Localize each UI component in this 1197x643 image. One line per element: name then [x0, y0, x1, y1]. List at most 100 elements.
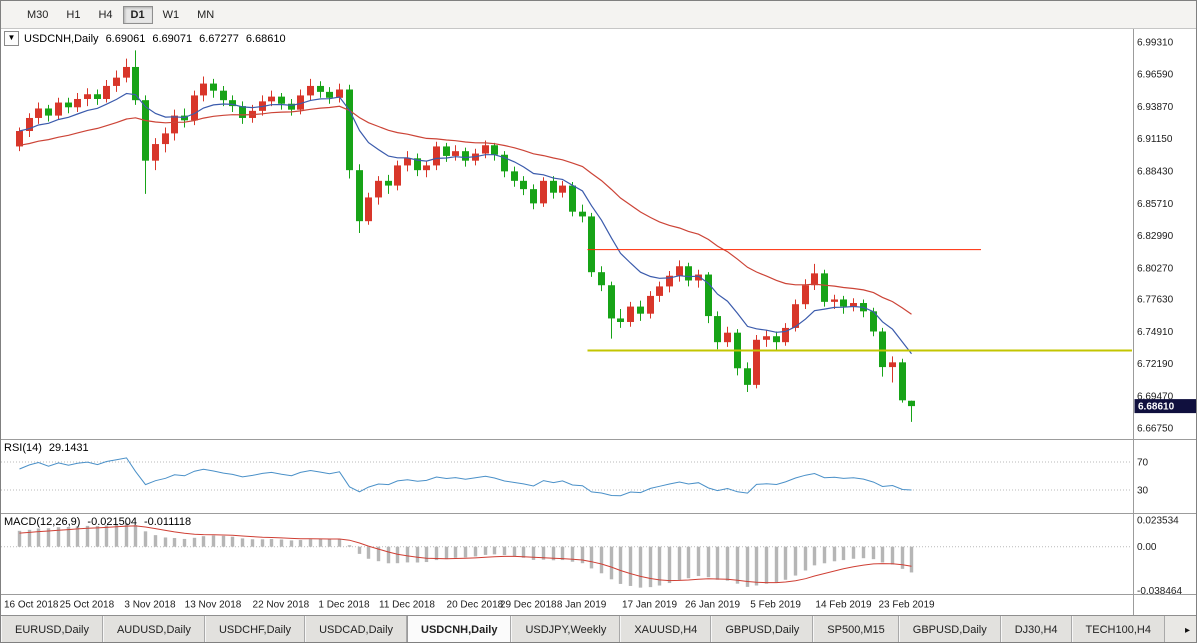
candle-body [433, 146, 440, 166]
macd-histogram-bar [774, 546, 779, 583]
macd-histogram-bar [211, 535, 216, 547]
candle-body [637, 306, 644, 314]
candle-body [908, 400, 915, 407]
date-label: 20 Dec 2018 [447, 600, 504, 611]
candle-body [278, 96, 285, 104]
date-label: 23 Feb 2019 [878, 600, 935, 611]
candle-body [879, 331, 886, 368]
macd-histogram-bar [27, 529, 32, 547]
tab-usdchf-daily[interactable]: USDCHF,Daily [204, 616, 306, 642]
macd-histogram-bar [764, 546, 769, 584]
macd-histogram-bar [182, 538, 187, 547]
candle-body [705, 274, 712, 317]
candle-body [695, 274, 702, 281]
macd-histogram-bar [657, 546, 662, 586]
macd-histogram-bar [172, 538, 177, 547]
tab-sp500-m15[interactable]: SP500,M15 [813, 616, 899, 642]
macd-histogram-bar [415, 546, 420, 563]
tab-eurusd-daily[interactable]: EURUSD,Daily [1, 616, 103, 642]
macd-histogram-bar [36, 528, 41, 547]
candle-body [656, 286, 663, 296]
candle-body [550, 180, 557, 193]
tab-usdjpy-weekly[interactable]: USDJPY,Weekly [511, 616, 621, 642]
macd-histogram-bar [492, 546, 497, 555]
price-scale-label: 6.66750 [1137, 424, 1174, 435]
macd-histogram-bar [560, 546, 565, 561]
tab-gbpusd-daily[interactable]: GBPUSD,Daily [711, 616, 814, 642]
tab-usdcnh-daily[interactable]: USDCNH,Daily [407, 616, 512, 642]
macd-histogram-bar [463, 546, 468, 558]
tab-usdcad-daily[interactable]: USDCAD,Daily [305, 616, 408, 642]
timeframe-button-h1[interactable]: H1 [58, 6, 88, 24]
macd-histogram-bar [725, 546, 730, 581]
price-scale-label: 6.91150 [1137, 134, 1173, 145]
candle-body [74, 98, 81, 108]
chart-close-value: 6.68610 [245, 32, 286, 45]
macd-histogram-bar [114, 524, 119, 547]
ma-line-fast [19, 92, 912, 355]
candle-body [385, 180, 392, 186]
macd-histogram-bar [201, 536, 206, 547]
candle-body [559, 185, 566, 193]
tab-tech100-h4[interactable]: TECH100,H4 [1071, 616, 1165, 642]
macd-histogram-bar [512, 546, 517, 557]
tab-gbpusd-daily-2[interactable]: GBPUSD,Daily [898, 616, 1001, 642]
candle-body [744, 368, 751, 385]
macd-indicator-title: MACD(12,26,9) -0.021504 -0.011118 [4, 516, 198, 528]
timeframe-button-m30[interactable]: M30 [19, 6, 56, 24]
candle-body [288, 103, 295, 110]
candle-body [414, 158, 421, 171]
macd-histogram-bar [46, 528, 51, 547]
candle-body [297, 95, 304, 110]
candle-body [307, 85, 314, 96]
candle-body [676, 266, 683, 276]
macd-histogram-bar [56, 527, 61, 547]
candle-body [540, 180, 547, 204]
candle-body [530, 189, 537, 204]
macd-histogram-bar [628, 546, 633, 586]
price-badge-label: 6.68610 [1138, 402, 1175, 413]
macd-scale-label: 0.00 [1137, 542, 1157, 553]
chart-tab-bar: EURUSD,Daily AUDUSD,Daily USDCHF,Daily U… [1, 615, 1196, 642]
macd-histogram-bar [648, 546, 653, 588]
macd-histogram-bar [783, 546, 788, 580]
candle-body [511, 171, 518, 181]
timeframe-button-h4[interactable]: H4 [90, 6, 120, 24]
candle-body [365, 197, 372, 222]
date-label: 5 Feb 2019 [750, 600, 801, 611]
price-scale-label: 6.74910 [1137, 327, 1174, 338]
date-label: 8 Jan 2019 [557, 600, 607, 611]
date-label: 3 Nov 2018 [124, 600, 176, 611]
candle-body [268, 96, 275, 102]
macd-histogram-bar [861, 546, 866, 559]
timeframe-button-w1[interactable]: W1 [155, 6, 188, 24]
tab-audusd-daily[interactable]: AUDUSD,Daily [102, 616, 205, 642]
macd-histogram-bar [706, 546, 711, 578]
timeframe-button-d1[interactable]: D1 [122, 5, 153, 24]
macd-histogram-bar [502, 546, 507, 556]
tab-xauusd-h4[interactable]: XAUUSD,H4 [620, 616, 712, 642]
tab-dj30-h4[interactable]: DJ30,H4 [1000, 616, 1072, 642]
ma-line-slow [19, 105, 912, 315]
candle-body [336, 89, 343, 98]
macd-histogram-bar [696, 546, 701, 577]
chart-symbol-label: USDCNH,Daily [24, 32, 99, 45]
macd-histogram-bar [851, 546, 856, 559]
macd-histogram-bar [124, 523, 129, 547]
date-label: 16 Oct 2018 [4, 600, 59, 611]
candle-body [394, 165, 401, 186]
candle-body [462, 151, 469, 161]
macd-histogram-bar [473, 546, 478, 557]
candle-body [152, 144, 159, 161]
candle-body [831, 299, 838, 302]
tab-scroll-right-icon[interactable]: ▸ [1179, 622, 1193, 638]
macd-histogram-bar [298, 540, 303, 547]
candle-body [142, 100, 149, 161]
date-label: 25 Oct 2018 [60, 600, 115, 611]
chart-collapse-arrow-icon[interactable]: ▼ [4, 31, 19, 46]
macd-histogram-bar [230, 536, 235, 547]
chart-canvas[interactable]: 6.99310 6.96590 6.93870 6.91150 6.88430 6.857… [1, 29, 1197, 615]
candle-body [753, 339, 760, 385]
macd-histogram-bar [376, 546, 381, 562]
timeframe-button-mn[interactable]: MN [189, 6, 222, 24]
